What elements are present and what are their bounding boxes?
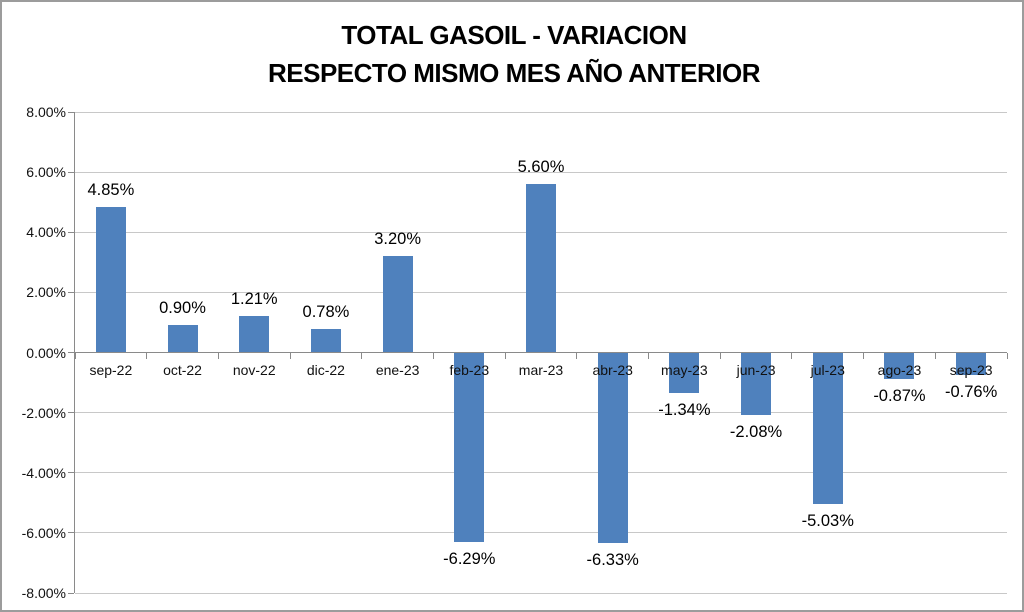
y-axis-label: 8.00%	[26, 104, 66, 120]
y-axis-label: 2.00%	[26, 284, 66, 301]
x-axis-tick	[791, 352, 793, 359]
y-axis-label: 4.00%	[26, 224, 66, 241]
chart-title-line2: RESPECTO MISMO MES AÑO ANTERIOR	[267, 58, 761, 88]
bar-value-label-may-23: -1.34%	[658, 400, 711, 419]
gridline	[75, 592, 1007, 594]
bar-may-23	[669, 352, 700, 393]
bar-nov-22	[239, 316, 270, 353]
y-axis-label: -8.00%	[21, 585, 66, 601]
x-axis-label-jul-23: jul-23	[810, 361, 845, 378]
x-axis-tick	[719, 352, 721, 359]
bar-value-label-oct-22: 0.90%	[159, 299, 206, 318]
bar-ene-23	[382, 256, 413, 353]
y-axis-tick	[68, 412, 74, 414]
bar-sep-22	[95, 206, 126, 353]
bar-value-label-feb-23: -6.29%	[443, 549, 496, 568]
y-axis-tick	[68, 592, 74, 594]
bar-sep-23	[956, 352, 987, 376]
bar-value-label-abr-23: -6.33%	[586, 550, 639, 569]
y-axis-label: -2.00%	[21, 404, 66, 421]
gridline	[75, 532, 1007, 534]
x-axis-zero-line	[75, 352, 1007, 353]
bar-value-label-dic-22: 0.78%	[302, 303, 350, 322]
x-axis-tick	[432, 352, 434, 359]
x-axis-tick	[217, 352, 219, 359]
x-axis-label-abr-23: abr-23	[592, 361, 633, 378]
x-axis-label-nov-22: nov-22	[232, 361, 276, 378]
bar-jun-23	[741, 352, 772, 416]
x-axis-tick	[361, 352, 363, 359]
bar-value-label-ene-23: 3.20%	[374, 230, 421, 249]
x-axis-label-ene-23: ene-23	[375, 361, 420, 378]
bar-jul-23	[812, 352, 843, 504]
x-axis-tick	[648, 352, 650, 359]
bar-value-label-sep-22: 4.85%	[87, 180, 135, 199]
gridline	[75, 111, 1007, 113]
x-axis-label-sep-22: sep-22	[89, 361, 133, 378]
bar-value-label-nov-22: 1.21%	[230, 290, 278, 309]
bar-mar-23	[526, 184, 556, 353]
x-axis-tick	[146, 352, 148, 359]
bar-value-label-mar-23: 5.60%	[517, 158, 565, 177]
y-axis-tick	[68, 472, 74, 474]
x-axis-tick	[576, 352, 578, 359]
y-axis-tick	[68, 111, 74, 113]
bar-value-label-ago-23: -0.87%	[873, 386, 926, 405]
gridline	[75, 412, 1007, 414]
x-axis-tick	[74, 352, 76, 359]
y-axis-tick	[68, 231, 74, 233]
x-axis-label-oct-22: oct-22	[163, 361, 202, 378]
bar-abr-23	[597, 352, 628, 543]
x-axis-tick	[1006, 352, 1008, 359]
x-axis-label-dic-22: dic-22	[306, 361, 345, 378]
x-axis-label-sep-23: sep-23	[949, 361, 993, 378]
x-axis-tick	[934, 352, 936, 359]
bar-value-label-jul-23: -5.03%	[801, 511, 854, 530]
y-axis-label: 0.00%	[26, 344, 66, 361]
x-axis-label-feb-23: feb-23	[449, 361, 490, 378]
x-axis-tick	[504, 352, 506, 359]
bar-feb-23	[454, 352, 485, 542]
x-axis-label-may-23: may-23	[661, 361, 708, 378]
y-axis-tick	[68, 532, 74, 534]
bar-value-label-jun-23: -2.08%	[729, 423, 783, 442]
bar-value-label-sep-23: -0.76%	[945, 383, 998, 402]
y-axis-label: 6.00%	[26, 164, 66, 181]
y-axis-tick	[68, 352, 74, 353]
bar-oct-22	[167, 325, 198, 353]
y-axis-tick	[68, 171, 74, 173]
gridline	[75, 472, 1007, 474]
chart-title-line1: TOTAL GASOIL - VARIACION	[341, 20, 687, 50]
x-axis-tick	[289, 352, 291, 359]
x-axis-tick	[863, 352, 865, 359]
chart-title: TOTAL GASOIL - VARIACION RESPECTO MISMO …	[2, 16, 1024, 92]
bar-ago-23	[884, 352, 915, 379]
gridline	[75, 171, 1007, 173]
x-axis-label-jun-23: jun-23	[736, 361, 776, 378]
x-axis-label-ago-23: ago-23	[877, 361, 922, 378]
y-axis-label: -6.00%	[21, 524, 66, 541]
y-axis-tick	[68, 291, 74, 293]
y-axis-label: -4.00%	[21, 464, 66, 481]
plot-area: 8.00% 6.00% 4.00% 2.00% 0.00% -2.00% -4.00% -6.…	[22, 104, 1008, 601]
bar-dic-22	[310, 329, 341, 353]
x-axis-label-mar-23: mar-23	[518, 361, 564, 378]
